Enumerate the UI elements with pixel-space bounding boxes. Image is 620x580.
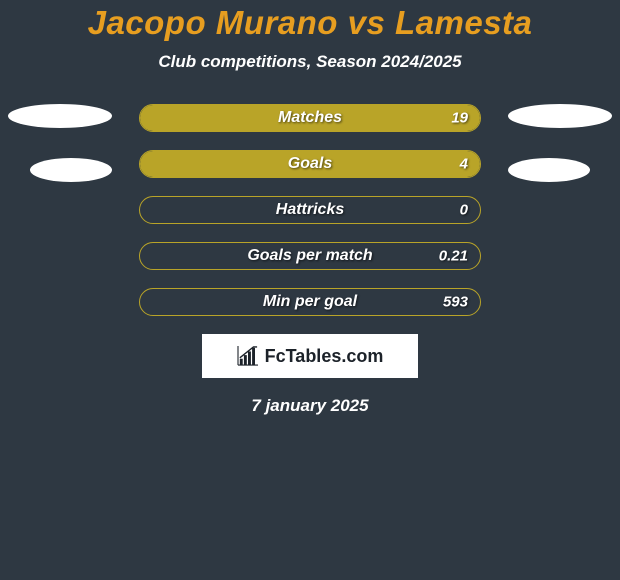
stat-value: 0.21 bbox=[439, 248, 468, 265]
bar-chart-icon bbox=[237, 346, 259, 366]
stat-row-hattricks: Hattricks 0 bbox=[139, 196, 481, 224]
stats-area: Matches 19 Goals 4 Hattricks 0 Goals per… bbox=[0, 104, 620, 416]
player-left-oval-2 bbox=[30, 158, 112, 182]
watermark-text: FcTables.com bbox=[265, 346, 384, 367]
stat-value: 4 bbox=[460, 156, 468, 173]
watermark-badge: FcTables.com bbox=[202, 334, 418, 378]
stat-label: Goals bbox=[288, 155, 332, 173]
stat-bars: Matches 19 Goals 4 Hattricks 0 Goals per… bbox=[139, 104, 481, 316]
subtitle: Club competitions, Season 2024/2025 bbox=[0, 52, 620, 72]
stat-row-goals-per-match: Goals per match 0.21 bbox=[139, 242, 481, 270]
stat-row-goals: Goals 4 bbox=[139, 150, 481, 178]
stats-card: Jacopo Murano vs Lamesta Club competitio… bbox=[0, 0, 620, 416]
stat-value: 0 bbox=[460, 202, 468, 219]
date-label: 7 january 2025 bbox=[0, 396, 620, 416]
stat-label: Goals per match bbox=[247, 247, 372, 265]
stat-row-min-per-goal: Min per goal 593 bbox=[139, 288, 481, 316]
player-left-oval-1 bbox=[8, 104, 112, 128]
player-right-oval-1 bbox=[508, 104, 612, 128]
stat-label: Matches bbox=[278, 109, 342, 127]
stat-label: Hattricks bbox=[276, 201, 344, 219]
page-title: Jacopo Murano vs Lamesta bbox=[0, 4, 620, 42]
player-right-oval-2 bbox=[508, 158, 590, 182]
stat-label: Min per goal bbox=[263, 293, 357, 311]
stat-value: 19 bbox=[451, 110, 468, 127]
stat-row-matches: Matches 19 bbox=[139, 104, 481, 132]
stat-value: 593 bbox=[443, 294, 468, 311]
